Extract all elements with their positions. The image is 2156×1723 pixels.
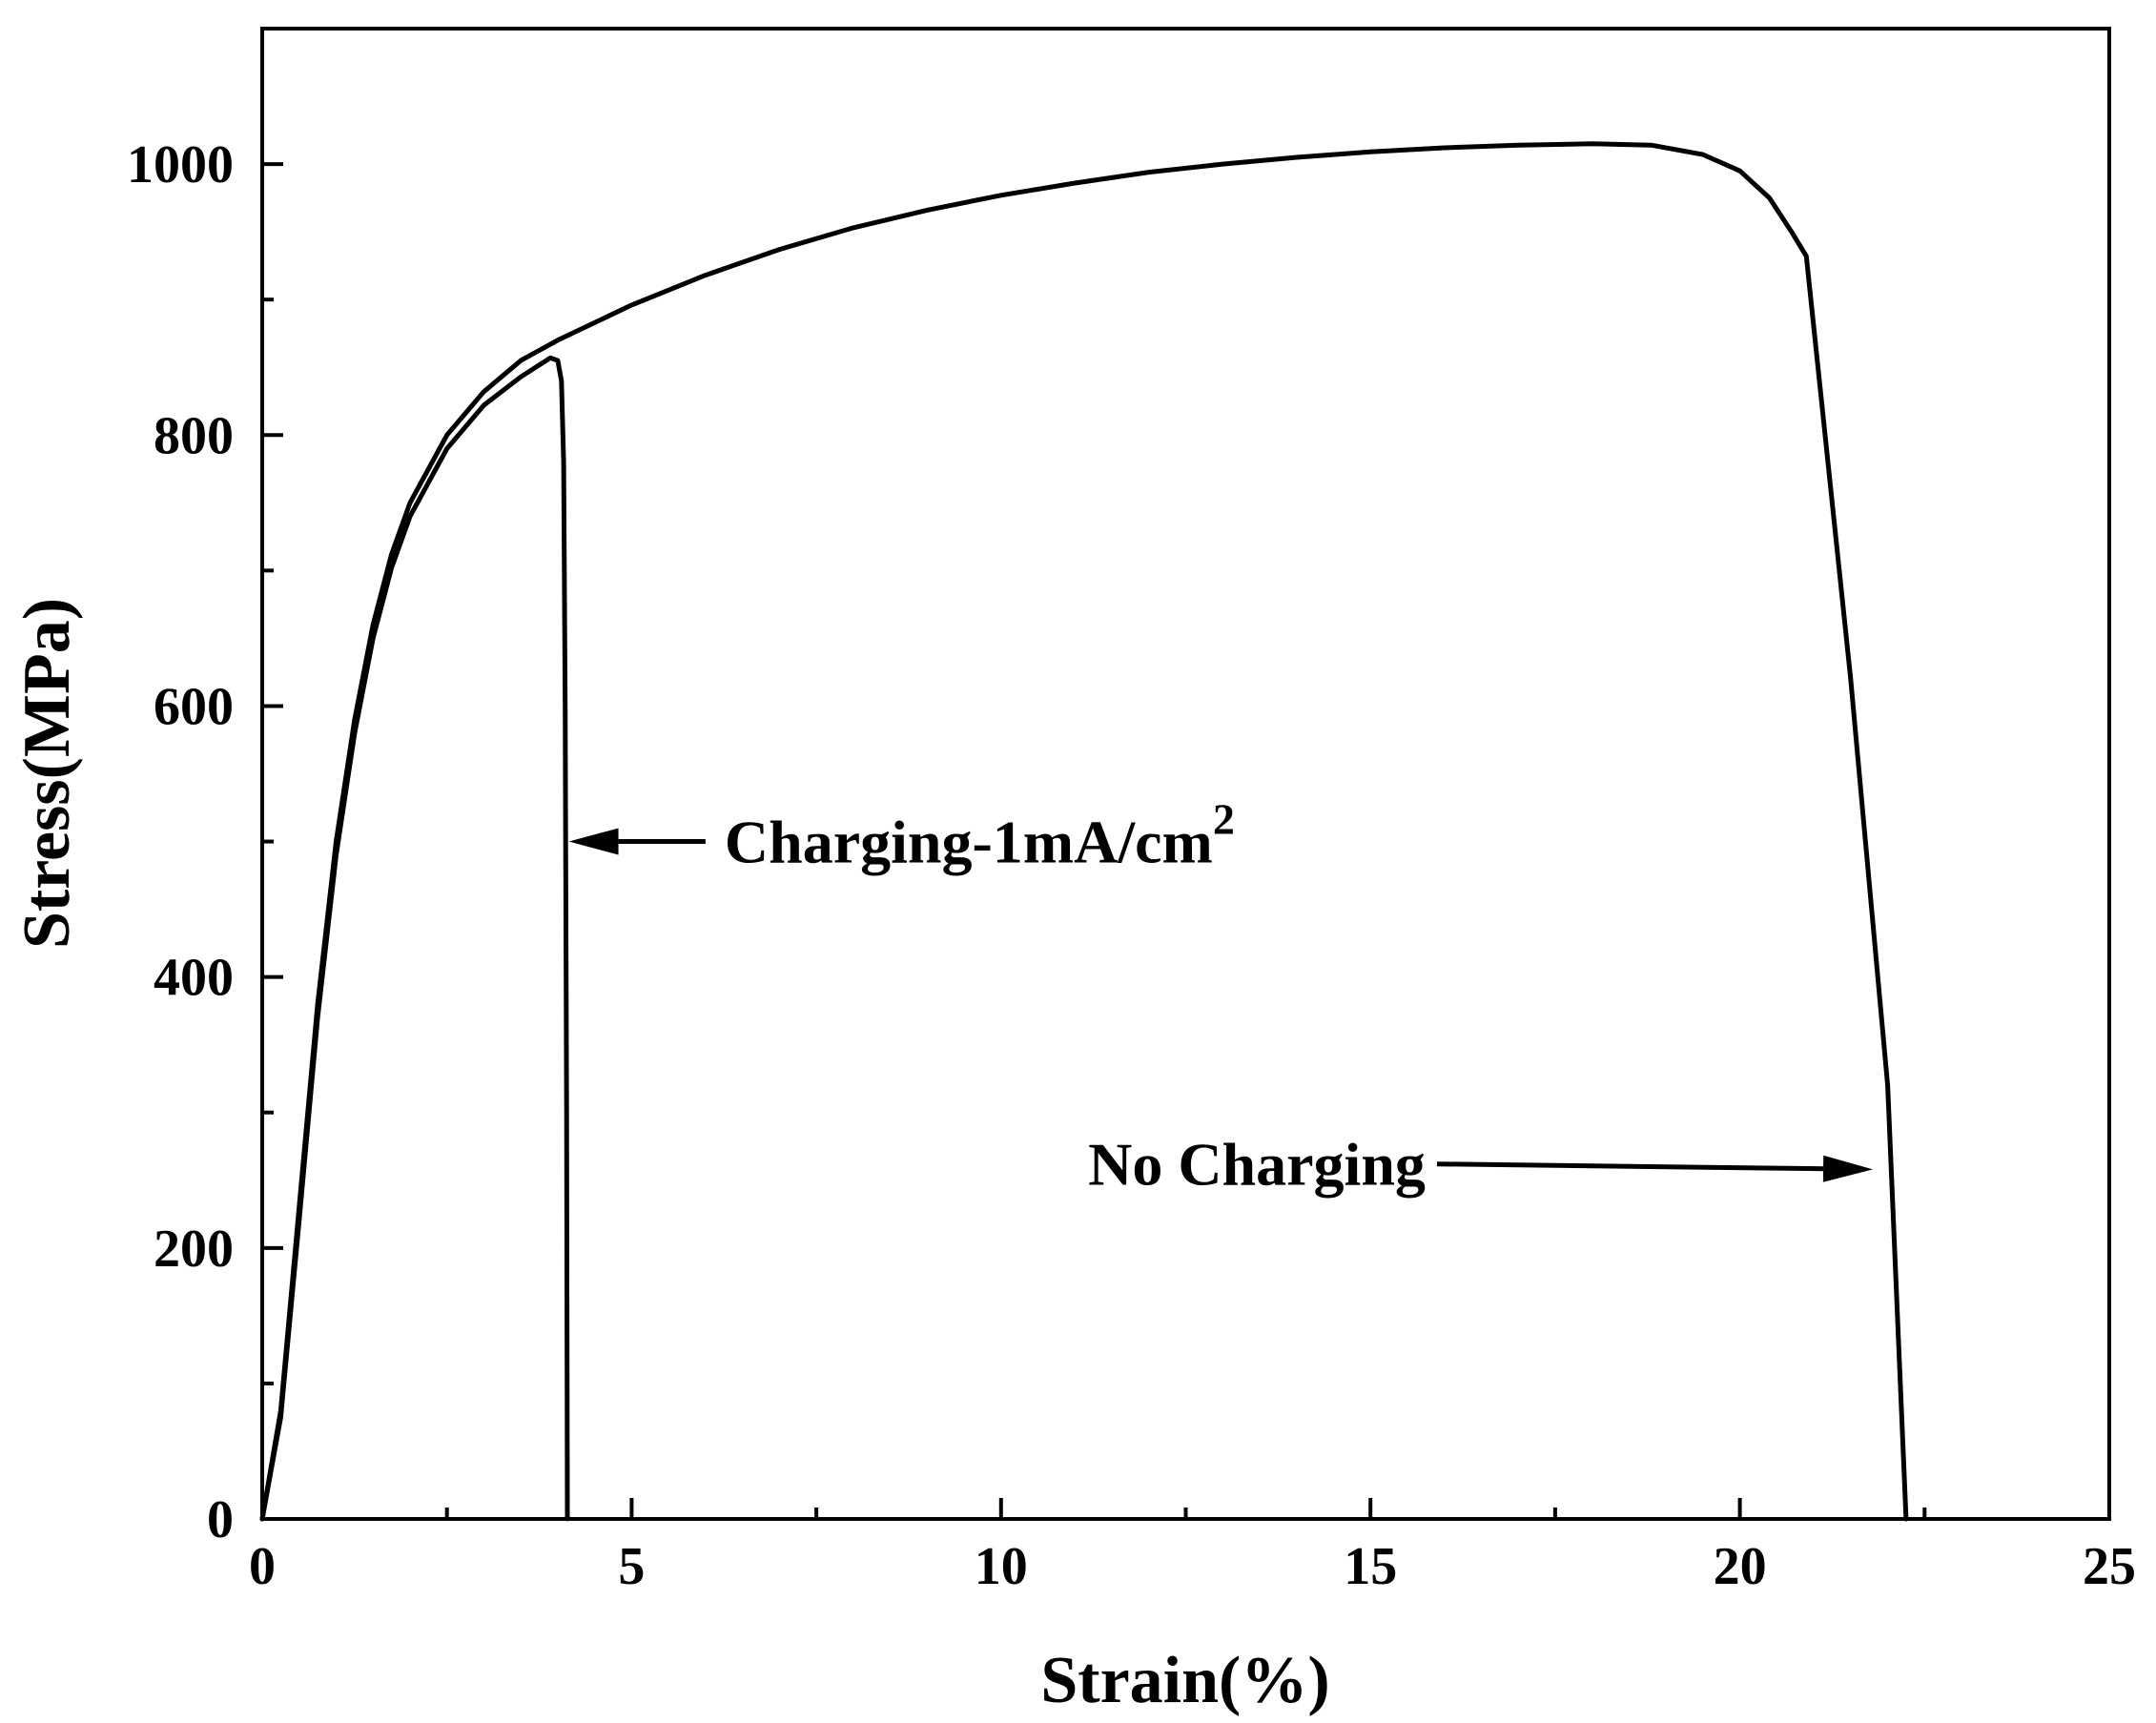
series-label-text: No Charging xyxy=(1088,1131,1426,1199)
y-axis-title: Stress(MPa) xyxy=(10,598,84,949)
x-tick-label: 10 xyxy=(975,1537,1028,1596)
annotation-arrow-line xyxy=(1436,1161,1824,1172)
annotations: Charging-1mA/cm2 No Charging xyxy=(568,795,1874,1199)
axis-ticks xyxy=(260,162,2111,1521)
x-tick-label: 0 xyxy=(249,1537,276,1596)
y-tick-label: 200 xyxy=(154,1220,234,1279)
y-tick-label: 0 xyxy=(207,1490,234,1549)
series-line-0 xyxy=(259,141,1909,1522)
series-label-superscript: 2 xyxy=(1213,795,1235,844)
x-tick-label: 15 xyxy=(1344,1537,1397,1596)
y-tick-label: 800 xyxy=(154,406,234,465)
data-curves xyxy=(259,141,1909,1522)
annotation-arrow-head xyxy=(1822,1155,1874,1182)
series-line-1 xyxy=(259,355,570,1522)
x-axis-title: Strain(%) xyxy=(1040,1644,1329,1717)
annotation-arrow-head xyxy=(568,828,619,855)
x-tick-label: 20 xyxy=(1714,1537,1767,1596)
y-tick-label: 1000 xyxy=(127,135,234,195)
axis-tick-labels: 0 5 10 15 20 25 0 200 400 600 800 1000 xyxy=(127,135,2136,1596)
series-label-0: No Charging xyxy=(1088,1131,1426,1199)
series-label-1: Charging-1mA/cm2 xyxy=(725,795,1235,876)
x-tick-label: 25 xyxy=(2083,1537,2136,1596)
y-tick-label: 600 xyxy=(154,677,234,736)
series-label-text: Charging-1mA/cm xyxy=(725,809,1213,876)
x-tick-label: 5 xyxy=(618,1537,645,1596)
y-tick-label: 400 xyxy=(154,949,234,1008)
plot-frame xyxy=(260,27,2111,1521)
